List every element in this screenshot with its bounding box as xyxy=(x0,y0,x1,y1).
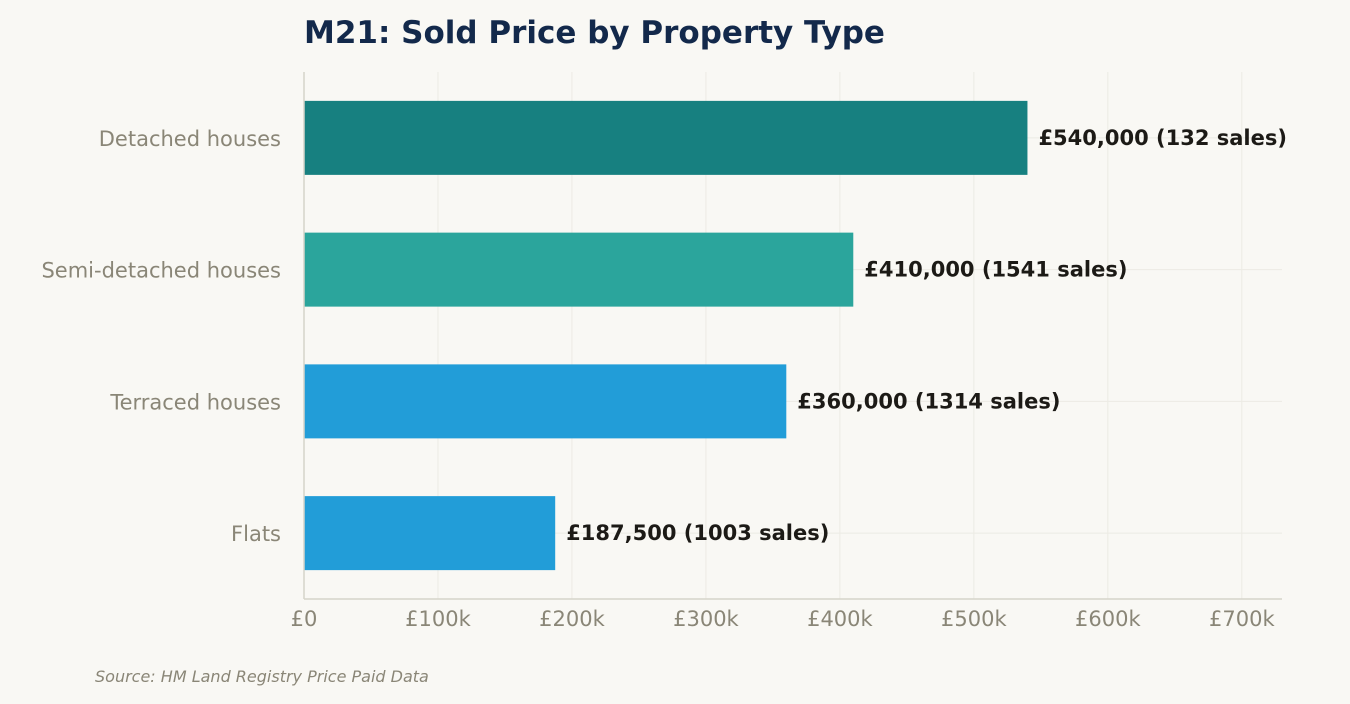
bar xyxy=(304,496,556,571)
bar xyxy=(304,232,854,307)
data-label: £360,000 (1314 sales) xyxy=(797,389,1060,413)
category-label: Semi-detached houses xyxy=(41,259,281,283)
bars-layer xyxy=(304,100,1028,571)
category-label: Detached houses xyxy=(99,127,281,151)
x-tick-label: £200k xyxy=(539,607,605,631)
category-label: Terraced houses xyxy=(109,390,281,414)
source-note: Source: HM Land Registry Price Paid Data xyxy=(95,667,429,686)
x-tick-label: £500k xyxy=(941,607,1007,631)
chart-title: M21: Sold Price by Property Type xyxy=(304,15,885,51)
axis-layer: £0 £100k £200k £300k £400k £500k £600k £700k xyxy=(291,72,1282,631)
x-tick-label: £100k xyxy=(405,607,471,631)
x-tick-label: £700k xyxy=(1209,607,1275,631)
bar xyxy=(304,100,1028,175)
data-label: £540,000 (132 sales) xyxy=(1038,126,1287,150)
data-label: £187,500 (1003 sales) xyxy=(566,521,829,545)
x-tick-label: £0 xyxy=(291,607,318,631)
data-label: £410,000 (1541 sales) xyxy=(864,258,1127,282)
bar xyxy=(304,364,787,439)
labels-layer: Detached houses £540,000 (132 sales) Semi-… xyxy=(41,126,1287,546)
category-label: Flats xyxy=(231,522,281,546)
x-tick-label: £300k xyxy=(673,607,739,631)
x-tick-label: £400k xyxy=(807,607,873,631)
x-tick-label: £600k xyxy=(1075,607,1141,631)
